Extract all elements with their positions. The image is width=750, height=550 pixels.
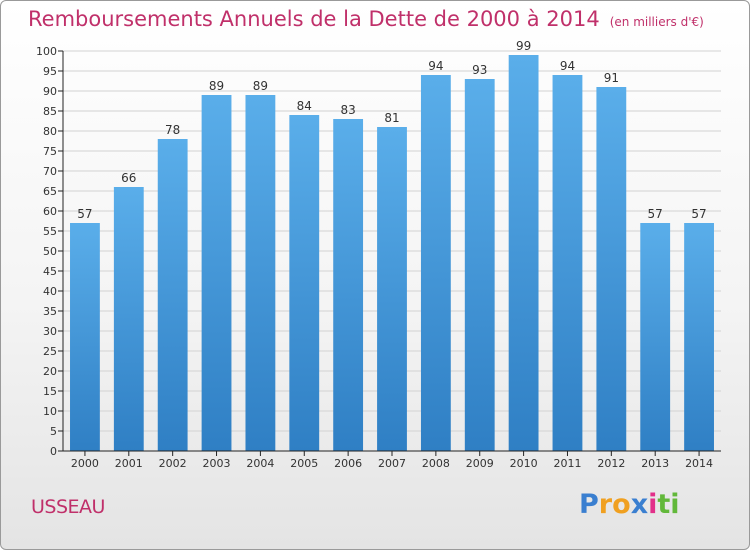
y-tick-label: 85 [43, 105, 57, 118]
data-label: 99 [516, 39, 531, 53]
data-label: 57 [691, 207, 706, 221]
y-tick-label: 25 [43, 345, 57, 358]
bar [157, 139, 188, 451]
data-label: 78 [165, 123, 180, 137]
bar [684, 223, 714, 451]
y-tick-label: 80 [43, 125, 57, 138]
data-label: 94 [560, 59, 575, 73]
bar [640, 223, 671, 451]
bar [245, 95, 276, 451]
y-tick-label: 60 [43, 205, 57, 218]
x-tick-label: 2000 [71, 457, 99, 470]
x-tick-label: 2013 [641, 457, 669, 470]
y-tick-label: 35 [43, 305, 57, 318]
x-tick-label: 2004 [246, 457, 274, 470]
y-tick-label: 45 [43, 265, 57, 278]
y-tick-label: 90 [43, 85, 57, 98]
x-tick-label: 2012 [597, 457, 625, 470]
y-tick-label: 55 [43, 225, 57, 238]
bar [377, 127, 407, 451]
y-tick-label: 75 [43, 145, 57, 158]
logo-letter: P [579, 489, 599, 520]
x-tick-label: 2008 [422, 457, 450, 470]
bar [333, 119, 364, 451]
chart-title-text: Remboursements Annuels de la Dette de 20… [28, 7, 600, 31]
bar [70, 223, 100, 451]
bar [508, 55, 539, 451]
logo-letter: x [630, 489, 649, 520]
y-tick-label: 10 [43, 405, 57, 418]
x-tick-label: 2003 [203, 457, 231, 470]
bar-chart: 0 5 10 15 20 25 30 35 40 45 50 55 60 65 70 75 80 85 90 95 10… [36, 39, 721, 470]
y-tick-label: 95 [43, 65, 57, 78]
x-tick-label: 2014 [685, 457, 713, 470]
y-tick-label: 40 [43, 285, 57, 298]
x-tick-label: 2009 [466, 457, 494, 470]
x-tick-label: 2001 [115, 457, 143, 470]
y-tick-label: 15 [43, 385, 57, 398]
data-label: 83 [340, 103, 355, 117]
data-label: 66 [121, 171, 136, 185]
chart-unit: (en milliers d'€) [609, 15, 704, 29]
data-label: 57 [648, 207, 663, 221]
x-tick-label: 2010 [510, 457, 538, 470]
data-label: 93 [472, 63, 487, 77]
y-tick-label: 65 [43, 185, 57, 198]
data-label: 94 [428, 59, 443, 73]
y-tick-label: 20 [43, 365, 57, 378]
bar [420, 75, 451, 451]
logo-letter: r [598, 489, 613, 520]
data-label: 91 [604, 71, 619, 85]
logo-letter: i [648, 489, 658, 520]
y-tick-label: 100 [36, 45, 57, 58]
x-tick-label: 2006 [334, 457, 362, 470]
x-tick-label: 2005 [290, 457, 318, 470]
bar [596, 87, 627, 451]
bar [289, 115, 320, 451]
x-tick-label: 2007 [378, 457, 406, 470]
y-tick-label: 5 [50, 425, 57, 438]
bar [201, 95, 232, 451]
y-tick-label: 70 [43, 165, 57, 178]
y-tick-label: 0 [50, 445, 57, 458]
x-tick-label: 2011 [553, 457, 581, 470]
data-label: 89 [209, 79, 224, 93]
data-label: 81 [384, 111, 399, 125]
logo-letter: o [612, 489, 631, 520]
logo-letter: i [670, 489, 680, 520]
data-label: 57 [77, 207, 92, 221]
x-tick-label: 2002 [159, 457, 187, 470]
data-label: 84 [297, 99, 312, 113]
bar [552, 75, 583, 451]
proxiti-logo: Proxiti [579, 489, 691, 523]
chart-title: Remboursements Annuels de la Dette de 20… [28, 7, 704, 31]
y-tick-label: 50 [43, 245, 57, 258]
y-tick-label: 30 [43, 325, 57, 338]
logo-letter: t [657, 489, 671, 520]
bar [464, 79, 495, 451]
data-label: 89 [253, 79, 268, 93]
commune-name: USSEAU [31, 496, 105, 518]
bar [113, 187, 144, 451]
